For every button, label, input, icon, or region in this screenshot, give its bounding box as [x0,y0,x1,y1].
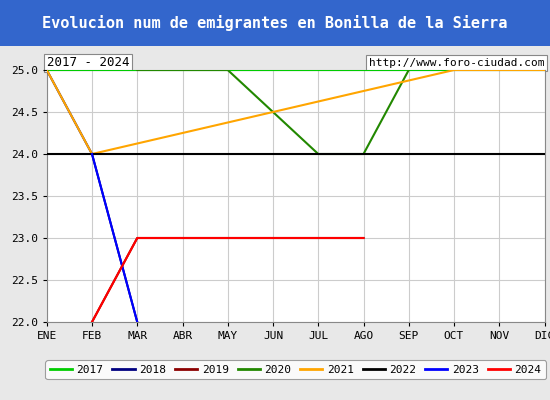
Text: 2017 - 2024: 2017 - 2024 [47,56,129,70]
Legend: 2017, 2018, 2019, 2020, 2021, 2022, 2023, 2024: 2017, 2018, 2019, 2020, 2021, 2022, 2023… [46,360,546,379]
Text: http://www.foro-ciudad.com: http://www.foro-ciudad.com [369,58,544,68]
Text: Evolucion num de emigrantes en Bonilla de la Sierra: Evolucion num de emigrantes en Bonilla d… [42,15,508,31]
